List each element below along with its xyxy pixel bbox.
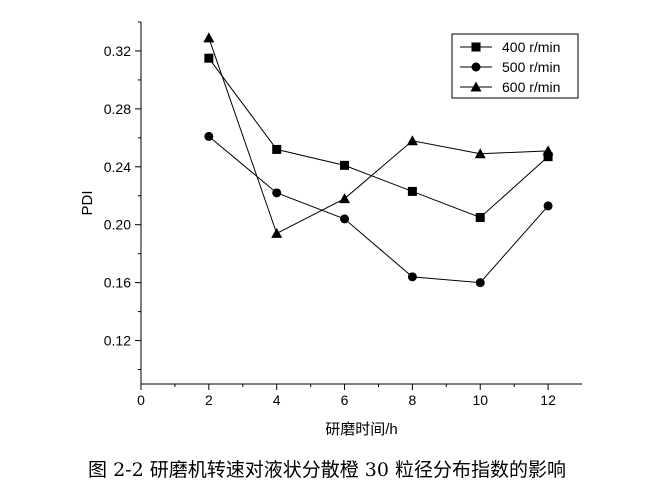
series-1-point	[543, 152, 553, 162]
y-tick-label: 0.24	[104, 159, 131, 175]
series-2-point	[272, 188, 282, 198]
x-tick-label: 2	[205, 392, 213, 408]
series-3-point	[203, 32, 215, 43]
x-tick-label: 12	[540, 392, 556, 408]
legend-marker-1	[471, 42, 481, 52]
x-tick-label: 8	[408, 392, 416, 408]
x-tick-label: 10	[472, 392, 488, 408]
legend-marker-3	[470, 81, 482, 92]
series-1-point	[272, 144, 282, 154]
series-3-point	[339, 193, 351, 204]
legend-label-3: 600 r/min	[502, 79, 560, 95]
legend-label-1: 400 r/min	[502, 39, 560, 55]
y-axis-label: PDI	[79, 190, 96, 215]
series-2-point	[407, 272, 417, 282]
series-2-point	[475, 278, 485, 288]
series-2-point	[204, 131, 214, 141]
series-2-point	[543, 201, 553, 211]
series-2-point	[340, 214, 350, 224]
y-tick-label: 0.32	[104, 43, 131, 59]
x-tick-label: 0	[137, 392, 145, 408]
x-tick-label: 4	[273, 392, 281, 408]
series-3-point	[474, 148, 486, 159]
series-line-2	[208, 136, 549, 284]
legend-marker-2	[471, 62, 481, 72]
figure-caption: 图 2-2 研磨机转速对液状分散橙 30 粒径分布指数的影响	[88, 459, 566, 481]
series-line-3	[208, 37, 549, 235]
series-1-point	[407, 186, 417, 196]
legend-label-2: 500 r/min	[502, 59, 560, 75]
x-tick-label: 6	[341, 392, 349, 408]
y-tick-label: 0.16	[104, 275, 131, 291]
series-3-point	[542, 145, 554, 156]
y-tick-label: 0.12	[104, 333, 131, 349]
series-1-point	[475, 212, 485, 222]
series-1-point	[204, 53, 214, 63]
y-tick-label: 0.20	[104, 217, 131, 233]
y-tick-label: 0.28	[104, 101, 131, 117]
series-1-point	[340, 160, 350, 170]
series-3-point	[406, 135, 418, 146]
series-3-point	[271, 227, 283, 238]
series-line-1	[208, 57, 549, 219]
x-axis-label: 研磨时间/h	[325, 421, 398, 438]
